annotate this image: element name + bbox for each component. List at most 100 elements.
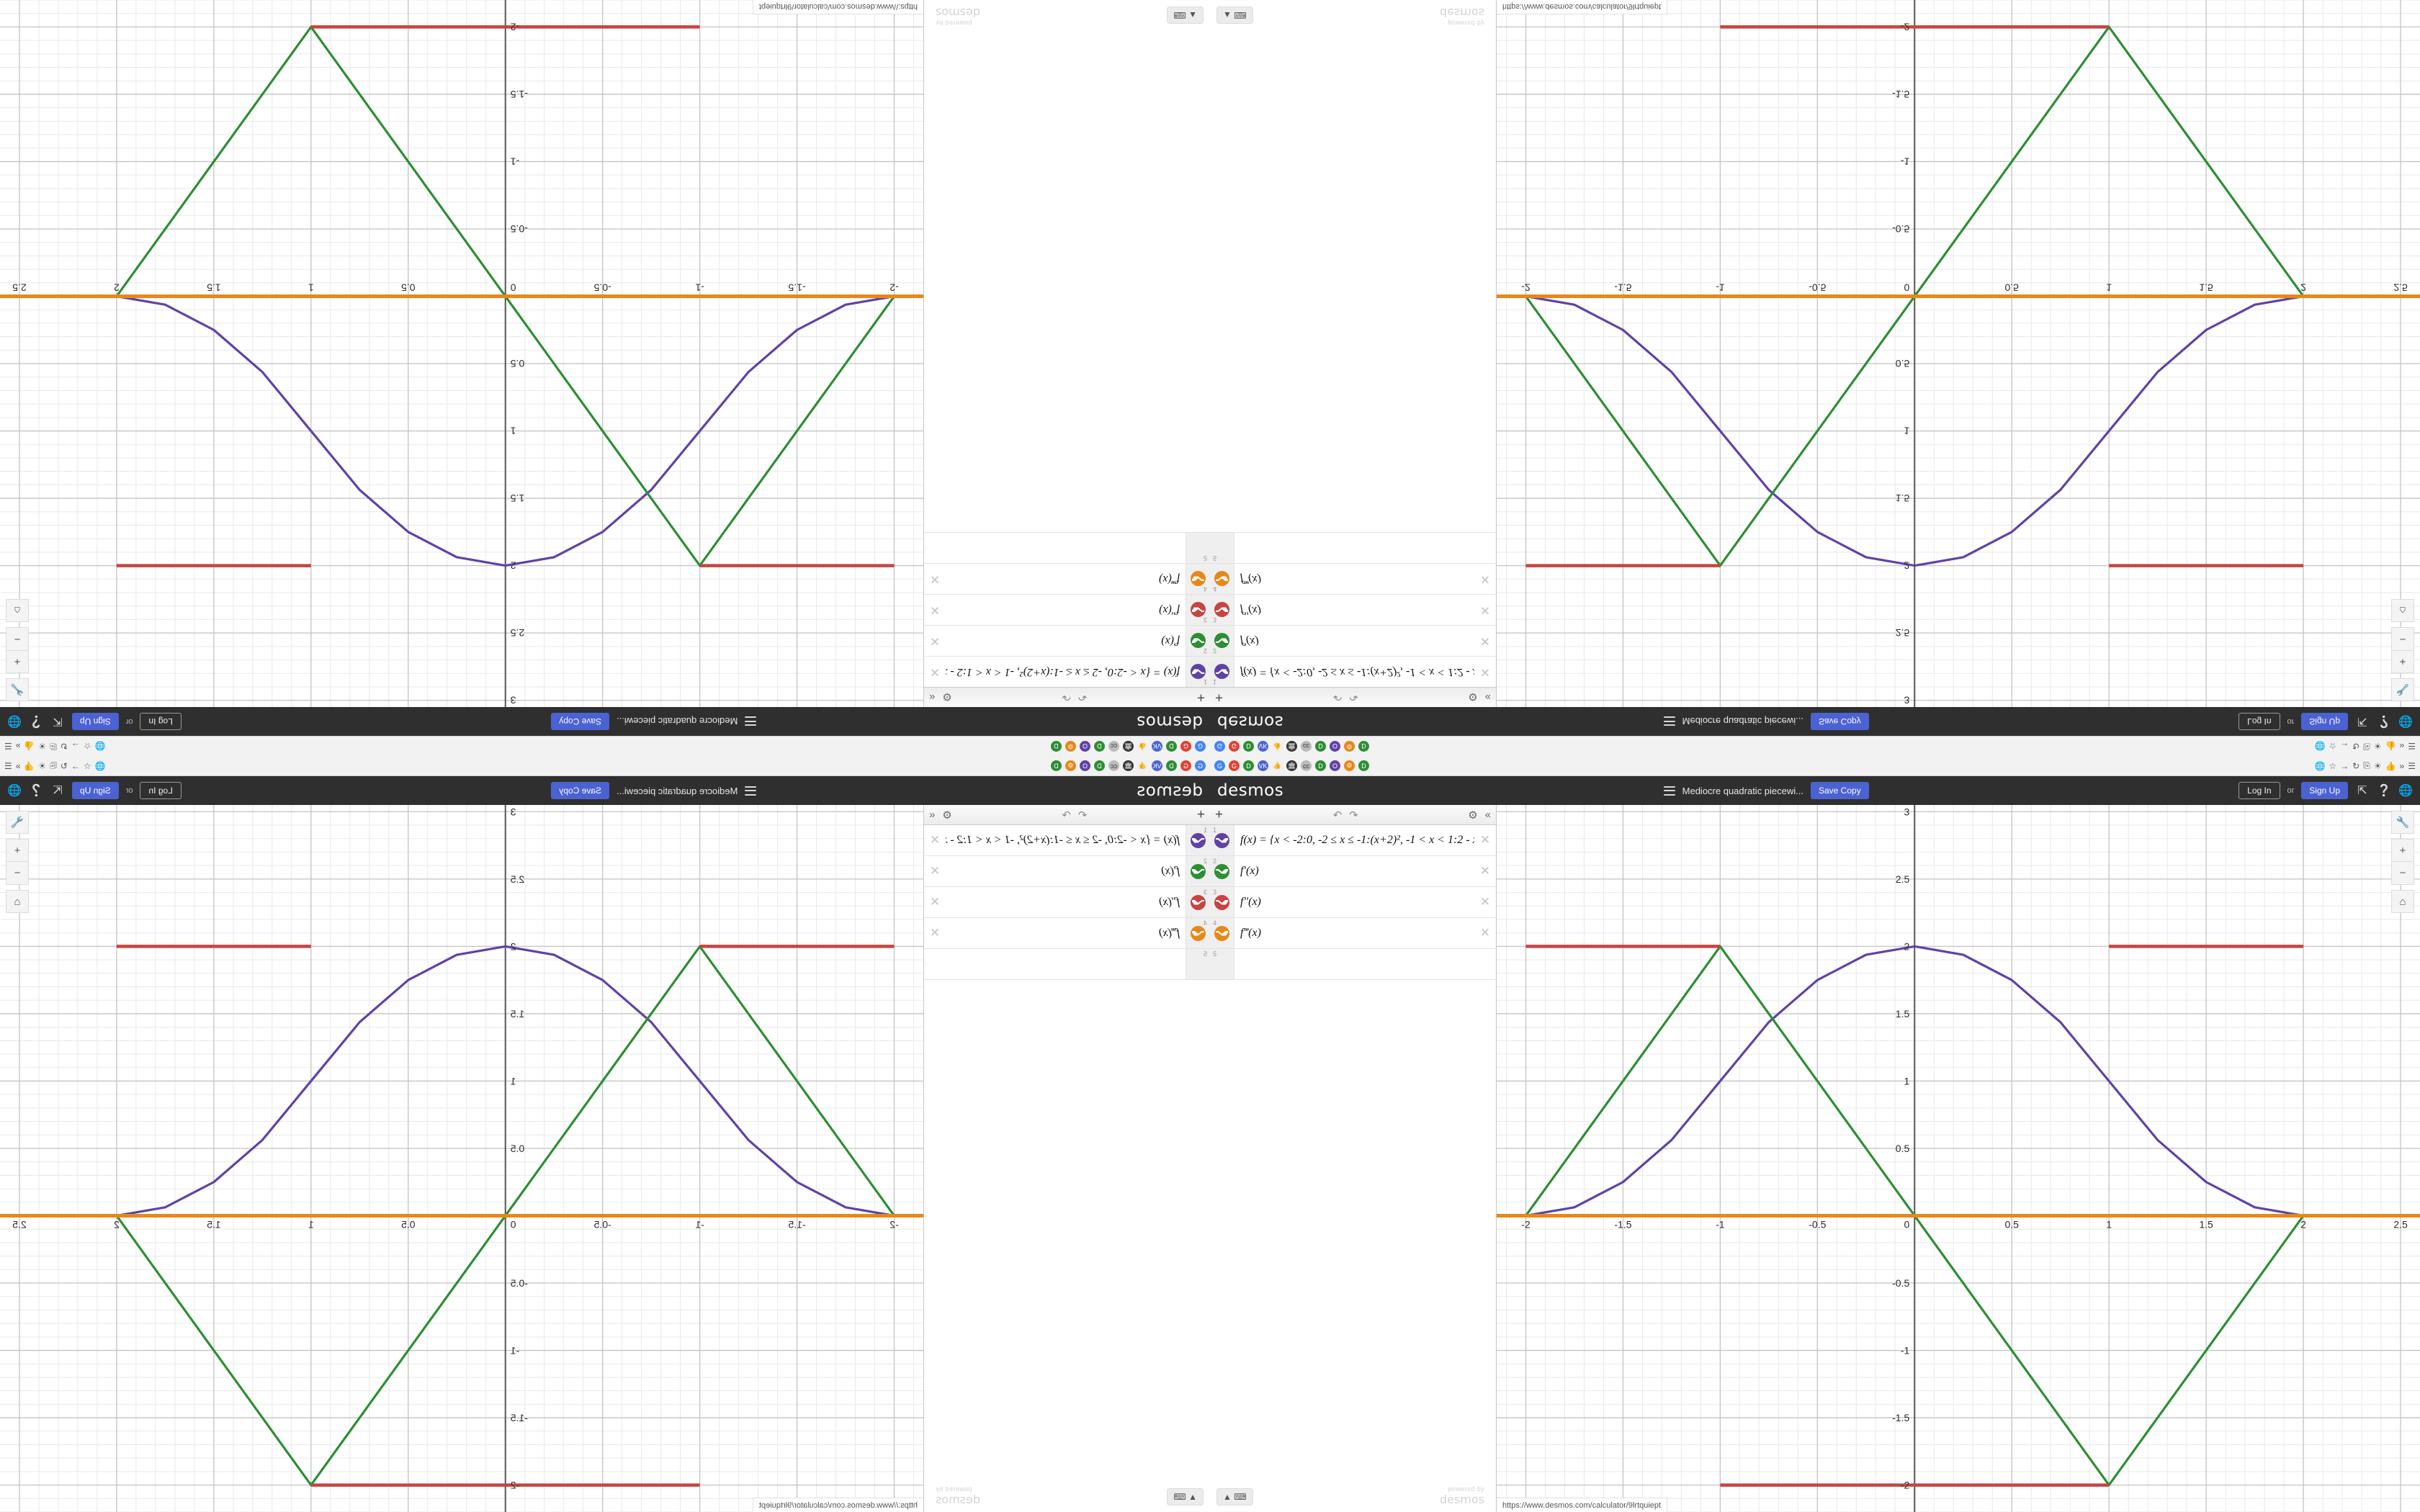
delete-expression-button[interactable]: ✕ xyxy=(929,665,941,679)
zoom-out-button[interactable]: − xyxy=(2391,862,2414,885)
delete-expression-button[interactable]: ✕ xyxy=(929,833,941,847)
keyboard-toggle-button[interactable]: ▲ ⌨ xyxy=(1167,6,1204,24)
curve-color-toggle-icon[interactable] xyxy=(1191,633,1206,649)
bookmark-icon[interactable]: G xyxy=(1180,760,1191,771)
login-button[interactable]: Log In xyxy=(2238,713,2280,730)
graph-canvas[interactable]: -2 -1.5 -1 -0.5 0.5 1 1.5 2 2.5 -2 -1.5 -1 -0.5 0.5 1 1… xyxy=(1497,0,2420,707)
star-icon[interactable]: ☆ xyxy=(2329,741,2337,752)
delete-expression-button[interactable]: ✕ xyxy=(1479,926,1491,940)
collapse-panel-button[interactable]: « xyxy=(1484,691,1491,703)
curve-color-toggle-icon[interactable] xyxy=(1214,832,1229,848)
bookmark-icon[interactable]: ⚙ xyxy=(1344,760,1355,771)
bookmark-icon[interactable]: cc xyxy=(1108,741,1119,752)
bookmark-icon[interactable]: cc xyxy=(1301,741,1312,752)
expression-bullet[interactable]: 1 xyxy=(1210,657,1234,687)
expression-row[interactable]: 4 f‴(x) ✕ xyxy=(1210,563,1496,594)
keyboard-toggle-button[interactable]: ▲ ⌨ xyxy=(1167,1488,1204,1506)
delete-expression-button[interactable]: ✕ xyxy=(929,926,941,940)
bookmark-icon[interactable]: 🏛 xyxy=(1286,760,1297,771)
expression-bullet[interactable]: 5 xyxy=(1210,949,1234,979)
expression-row[interactable]: 1 f(x) = {x < -2:0, -2 ≤ x ≤ -1:(x+2)², -… xyxy=(924,656,1210,687)
delete-expression-button[interactable]: ✕ xyxy=(929,603,941,617)
expression-input[interactable]: f(x) = {x < -2:0, -2 ≤ x ≤ -1:(x+2)², -1… xyxy=(1240,666,1474,678)
translate-icon[interactable]: 🌐 xyxy=(2314,760,2326,771)
curve-color-toggle-icon[interactable] xyxy=(1191,602,1206,618)
bookmark-icon[interactable]: D xyxy=(1051,760,1062,771)
language-globe-icon[interactable]: 🌐 xyxy=(2398,715,2413,727)
help-icon[interactable]: ❔ xyxy=(2377,715,2391,727)
reload-icon[interactable]: ↻ xyxy=(2352,760,2360,771)
globe-icon[interactable]: ☀ xyxy=(2373,760,2382,771)
language-globe-icon[interactable]: 🌐 xyxy=(7,785,22,797)
bookmark-icon[interactable]: cc xyxy=(1301,760,1312,771)
star-icon[interactable]: ☆ xyxy=(2329,760,2337,771)
reader-icon[interactable]: ⎘ xyxy=(2363,742,2370,752)
expression-bullet[interactable]: 5 xyxy=(1186,533,1210,563)
reader-icon[interactable]: ⎘ xyxy=(2363,760,2370,770)
expression-row[interactable]: 2 f′(x) ✕ xyxy=(924,856,1210,887)
overflow-chevrons-icon[interactable]: » xyxy=(2399,741,2405,752)
add-expression-button[interactable]: + xyxy=(1215,807,1224,822)
expression-row[interactable]: 3 f″(x) ✕ xyxy=(924,887,1210,918)
translate-icon[interactable]: 🌐 xyxy=(94,760,106,771)
help-icon[interactable]: ❔ xyxy=(2377,785,2391,797)
bookmark-icon[interactable]: VK xyxy=(1152,741,1162,752)
delete-expression-button[interactable]: ✕ xyxy=(929,572,941,586)
bookmark-icon[interactable]: ⚙ xyxy=(1065,741,1076,752)
expression-input[interactable]: f(x) = {x < -2:0, -2 ≤ x ≤ -1:(x+2)², -1… xyxy=(1240,834,1474,846)
series-f(x)[interactable] xyxy=(0,294,923,567)
curve-color-toggle-icon[interactable] xyxy=(1214,633,1229,649)
bookmark-icon[interactable]: O xyxy=(1330,760,1340,771)
zoom-out-button[interactable]: − xyxy=(6,862,29,885)
delete-expression-button[interactable]: ✕ xyxy=(1479,572,1491,586)
bookmark-icon[interactable]: D xyxy=(1243,760,1254,771)
graph-title[interactable]: Mediocre quadratic piecewi... xyxy=(617,716,738,727)
bookmark-icon[interactable]: G xyxy=(1180,741,1191,752)
curve-color-toggle-icon[interactable] xyxy=(1191,664,1206,680)
forward-arrow-icon[interactable]: → xyxy=(71,741,80,752)
reload-icon[interactable]: ↻ xyxy=(60,760,68,771)
expression-row[interactable]: 1 f(x) = {x < -2:0, -2 ≤ x ≤ -1:(x+2)², -… xyxy=(924,825,1210,856)
curve-color-toggle-icon[interactable] xyxy=(1214,925,1229,941)
translate-icon[interactable]: 🌐 xyxy=(94,741,106,752)
signup-button[interactable]: Sign Up xyxy=(2301,782,2348,799)
browser-menu-icon[interactable]: ☰ xyxy=(4,741,12,752)
expression-bullet[interactable]: 3 xyxy=(1186,595,1210,625)
graph-canvas[interactable]: -2 -1.5 -1 -0.5 0.5 1 1.5 2 2.5 -2 -1.5 -1 -0.5 0.5 1 1… xyxy=(0,805,923,1512)
expression-row[interactable]: 4 f‴(x) ✕ xyxy=(1210,918,1496,949)
login-button[interactable]: Log In xyxy=(140,782,182,799)
bookmark-icon[interactable]: G xyxy=(1195,760,1206,771)
expression-input[interactable]: f″(x) xyxy=(1240,896,1261,908)
expression-input[interactable]: f‴(x) xyxy=(1240,927,1261,939)
bookmark-icon[interactable]: G xyxy=(1229,760,1240,771)
extension-icon[interactable]: 👍 xyxy=(2385,741,2396,752)
login-button[interactable]: Log In xyxy=(140,713,182,730)
curve-color-toggle-icon[interactable] xyxy=(1191,925,1206,941)
bookmark-icon[interactable]: G xyxy=(1214,741,1225,752)
save-copy-button[interactable]: Save Copy xyxy=(1811,782,1869,799)
bookmark-icon[interactable]: 👍 xyxy=(1272,760,1283,771)
bookmark-icon[interactable]: 👍 xyxy=(1137,760,1148,771)
expression-input[interactable]: f′(x) xyxy=(1240,865,1259,877)
expression-bullet[interactable]: 3 xyxy=(1210,595,1234,625)
expression-input[interactable]: f″(x) xyxy=(1240,604,1261,616)
bookmark-icon[interactable]: VK xyxy=(1258,760,1268,771)
star-icon[interactable]: ☆ xyxy=(83,741,91,752)
bookmark-icon[interactable]: 🏛 xyxy=(1123,741,1134,752)
bookmark-icon[interactable]: D xyxy=(1051,741,1062,752)
bookmark-icon[interactable]: cc xyxy=(1108,760,1119,771)
share-icon[interactable]: ⇱ xyxy=(2357,715,2367,727)
expression-input[interactable]: f(x) = {x < -2:0, -2 ≤ x ≤ -1:(x+2)², -1… xyxy=(946,666,1180,678)
bookmark-icon[interactable]: G xyxy=(1214,760,1225,771)
bookmark-icon[interactable]: D xyxy=(1315,741,1326,752)
collapse-panel-button[interactable]: « xyxy=(929,809,936,821)
series-f(x)[interactable] xyxy=(1497,294,2420,567)
undo-button[interactable]: ↶ xyxy=(1332,690,1343,703)
expression-bullet[interactable]: 5 xyxy=(1186,949,1210,979)
login-button[interactable]: Log In xyxy=(2238,782,2280,799)
curve-color-toggle-icon[interactable] xyxy=(1191,863,1206,879)
extension-icon[interactable]: 👍 xyxy=(2385,760,2396,771)
zoom-out-button[interactable]: − xyxy=(2391,627,2414,650)
expression-row[interactable]: 5 xyxy=(924,532,1210,563)
bookmark-icon[interactable]: ⚙ xyxy=(1065,760,1076,771)
